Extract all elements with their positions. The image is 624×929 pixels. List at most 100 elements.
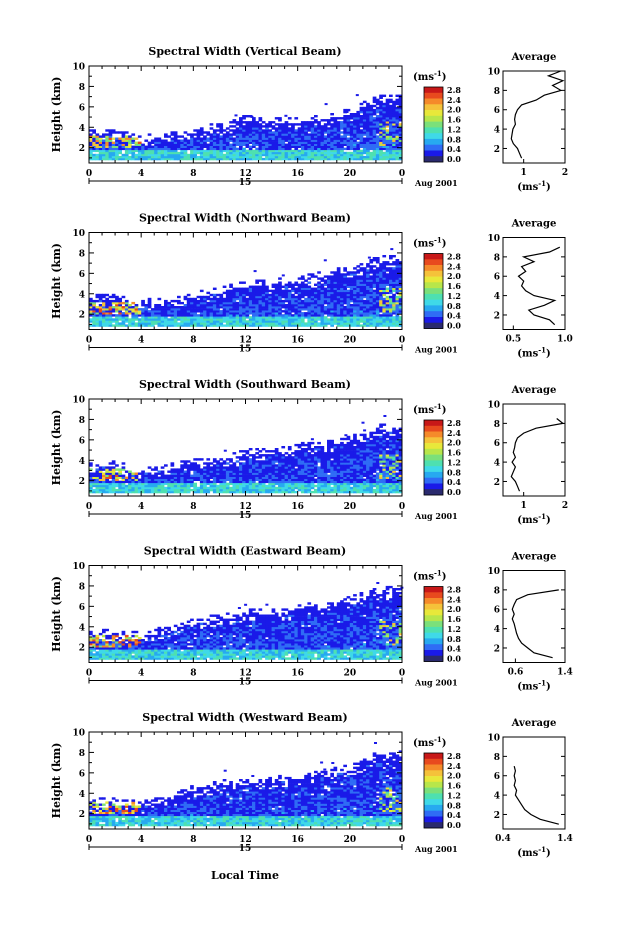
heatmap-cell: [124, 308, 129, 311]
heatmap-cell: [261, 125, 266, 128]
heatmap-cell: [336, 289, 341, 293]
heatmap-cell: [333, 139, 338, 142]
heatmap-cell: [141, 304, 145, 307]
heatmap-cell: [297, 131, 302, 134]
heatmap-cell: [252, 127, 256, 130]
heatmap-cell: [183, 324, 188, 327]
heatmap-cell: [369, 322, 374, 325]
heatmap-cell: [164, 312, 168, 315]
heatmap-cell: [147, 476, 152, 479]
heatmap-cell: [372, 281, 377, 284]
heatmap-cell: [229, 480, 233, 484]
heatmap-cell: [245, 293, 250, 297]
heatmap-cell: [186, 322, 191, 325]
heatmap-cell: [278, 484, 282, 488]
heatmap-cell: [287, 117, 292, 120]
heatmap-cell: [278, 474, 282, 477]
heatmap-cell: [141, 155, 145, 159]
heatmap-cell: [105, 470, 109, 473]
heatmap-cell: [121, 482, 126, 486]
heatmap-cell: [235, 472, 240, 475]
heatmap-cell: [333, 155, 338, 159]
heatmap-cell: [385, 115, 390, 118]
heatmap-cell: [398, 115, 403, 118]
heatmap-cell: [278, 476, 282, 479]
heatmap-cell: [239, 137, 243, 140]
heatmap-cell: [398, 293, 403, 297]
heatmap-cell: [382, 106, 387, 110]
heatmap-cell: [268, 304, 272, 307]
heatmap-cell: [258, 306, 263, 309]
heatmap-cell: [265, 490, 269, 494]
heatmap-cell: [297, 468, 302, 471]
heatmap-cell: [385, 318, 390, 321]
heatmap-cell: [336, 306, 341, 309]
heatmap-cell: [248, 316, 253, 319]
heatmap-cell: [392, 267, 396, 270]
heatmap-cell: [157, 490, 162, 494]
heatmap-cell: [353, 115, 357, 118]
heatmap-cell: [375, 135, 380, 138]
heatmap-cell: [222, 488, 227, 492]
heatmap-cell: [278, 299, 282, 303]
heatmap-cell: [297, 446, 302, 449]
heatmap-cell: [382, 267, 387, 270]
heatmap-cell: [340, 304, 344, 307]
heatmap-cell: [294, 281, 299, 284]
heatmap-cell: [229, 125, 233, 128]
heatmap-cell: [389, 157, 393, 161]
heatmap-cell: [281, 151, 286, 155]
heatmap-cell: [203, 137, 207, 140]
heatmap-cell: [98, 478, 103, 481]
heatmap-cell: [235, 121, 240, 124]
heatmap-cell: [271, 484, 276, 488]
heatmap-cell: [314, 121, 318, 124]
heatmap-cell: [291, 125, 295, 128]
heatmap-cell: [346, 153, 351, 157]
heatmap-cell: [314, 454, 318, 457]
heatmap-cell: [287, 123, 292, 126]
heatmap-cell: [128, 470, 132, 473]
heatmap-cell: [183, 466, 188, 469]
heatmap-cell: [372, 119, 377, 122]
heatmap-cell: [353, 137, 357, 140]
heatmap-cell: [294, 478, 299, 481]
heatmap-cell: [111, 488, 116, 492]
heatmap-cell: [212, 488, 217, 492]
heatmap-cell: [186, 153, 191, 157]
heatmap-cell: [307, 448, 312, 451]
heatmap-cell: [307, 318, 312, 321]
heatmap-cell: [274, 295, 279, 299]
heatmap-cell: [229, 320, 233, 323]
heatmap-cell: [294, 135, 299, 138]
heatmap-cell: [392, 308, 396, 311]
heatmap-cell: [245, 470, 250, 473]
heatmap-cell: [281, 274, 285, 277]
heatmap-cell: [375, 106, 380, 110]
heatmap-cell: [297, 145, 302, 148]
heatmap-cell: [271, 137, 276, 140]
heatmap-cell: [353, 139, 357, 142]
heatmap-cell: [343, 299, 347, 303]
heatmap-cell: [359, 151, 364, 155]
heatmap-cell: [128, 490, 132, 494]
heatmap-cell: [395, 155, 400, 159]
heatmap-cell: [291, 123, 295, 126]
heatmap-cell: [314, 312, 318, 315]
heatmap-cell: [398, 283, 403, 286]
heatmap-cell: [359, 320, 364, 323]
heatmap-cell: [235, 301, 240, 305]
heatmap-cell: [108, 143, 113, 146]
heatmap-cell: [199, 318, 204, 321]
heatmap-cell: [242, 295, 246, 299]
heatmap-cell: [346, 297, 351, 301]
heatmap-cell: [160, 480, 165, 484]
heatmap-cell: [121, 486, 126, 490]
heatmap-cell: [271, 316, 276, 319]
heatmap-cell: [128, 143, 132, 146]
heatmap-cell: [389, 271, 393, 274]
heatmap-cell: [141, 478, 145, 481]
heatmap-cell: [252, 149, 256, 153]
heatmap-cell: [327, 304, 331, 307]
heatmap-cell: [343, 110, 347, 114]
